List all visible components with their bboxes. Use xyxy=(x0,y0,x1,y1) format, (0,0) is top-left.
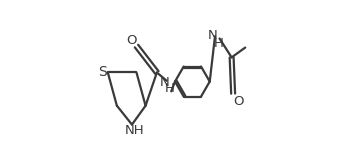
Text: O: O xyxy=(233,95,243,108)
Text: H: H xyxy=(165,82,175,95)
Text: NH: NH xyxy=(125,124,144,137)
Text: N: N xyxy=(160,76,169,89)
Text: N: N xyxy=(208,29,218,42)
Text: S: S xyxy=(98,66,107,79)
Text: O: O xyxy=(127,34,137,47)
Text: H: H xyxy=(214,37,224,50)
